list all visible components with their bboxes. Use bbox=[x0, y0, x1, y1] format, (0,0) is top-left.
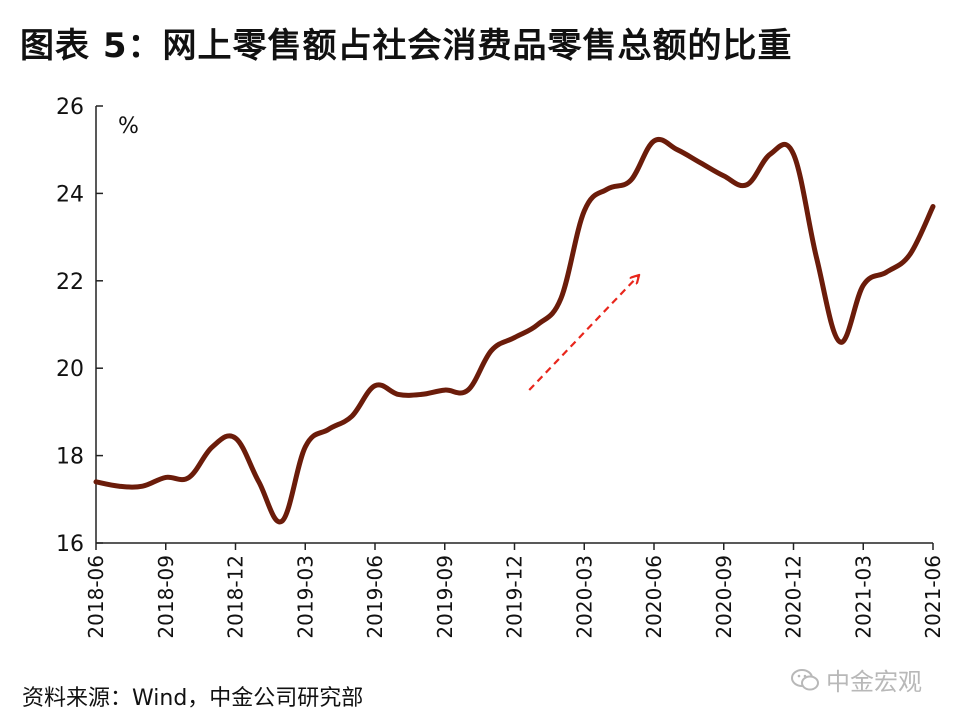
y-tick-label: 26 bbox=[56, 95, 84, 120]
y-tick-label: 18 bbox=[56, 445, 84, 470]
y-tick-label: 22 bbox=[56, 270, 84, 295]
x-tick-label: 2019-03 bbox=[293, 555, 317, 639]
y-tick-label: 16 bbox=[56, 532, 84, 557]
y-axis-unit-label: % bbox=[118, 114, 139, 139]
trend-arrow-annotation bbox=[528, 276, 638, 391]
x-tick-label: 2019-09 bbox=[433, 555, 457, 639]
y-tick-label: 24 bbox=[56, 182, 84, 207]
watermark-text: 中金宏观 bbox=[826, 668, 922, 696]
watermark: 中金宏观 bbox=[790, 662, 922, 697]
wechat-icon bbox=[791, 668, 819, 690]
y-ticks: 16 18 20 22 24 26 bbox=[56, 95, 103, 557]
x-ticks: 2018-06 2018-09 2018-12 2019-03 2019-06 2019-… bbox=[84, 543, 945, 639]
source-note: 资料来源：Wind，中金公司研究部 bbox=[22, 686, 364, 711]
x-tick-label: 2021-06 bbox=[921, 555, 945, 639]
x-tick-label: 2019-06 bbox=[363, 555, 387, 639]
x-tick-label: 2020-06 bbox=[642, 555, 666, 639]
x-tick-label: 2020-09 bbox=[712, 555, 736, 639]
x-tick-label: 2018-06 bbox=[84, 555, 108, 639]
x-tick-label: 2021-03 bbox=[851, 555, 875, 639]
x-tick-label: 2018-12 bbox=[224, 555, 248, 639]
y-tick-label: 20 bbox=[56, 357, 84, 382]
page-title: 图表 5：网上零售额占社会消费品零售总额的比重 bbox=[20, 26, 793, 66]
x-tick-label: 2019-12 bbox=[503, 555, 527, 639]
x-tick-label: 2018-09 bbox=[154, 555, 178, 639]
series-line bbox=[93, 136, 936, 525]
x-tick-label: 2020-03 bbox=[572, 555, 596, 639]
x-tick-label: 2020-12 bbox=[782, 555, 806, 639]
